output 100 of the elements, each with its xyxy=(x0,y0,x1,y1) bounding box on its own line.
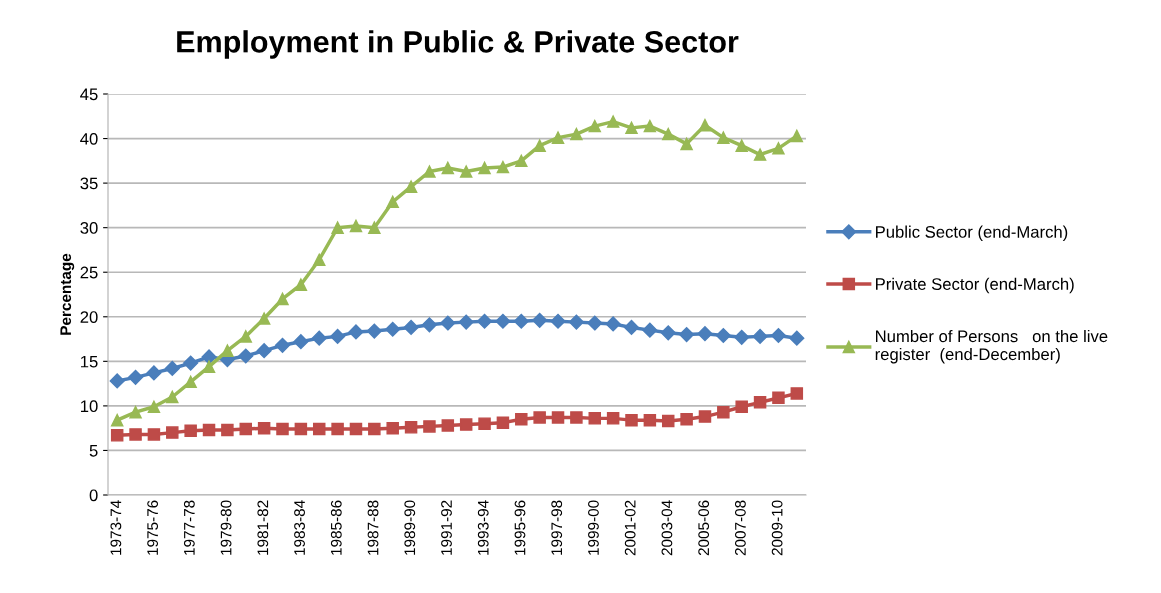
point xyxy=(680,137,693,151)
point xyxy=(147,400,161,414)
point xyxy=(184,424,197,438)
point xyxy=(368,422,381,436)
point xyxy=(238,348,254,364)
point xyxy=(772,142,785,155)
point xyxy=(239,330,253,343)
point xyxy=(423,165,436,178)
x-tick-label: 1975-76 xyxy=(147,500,159,555)
point xyxy=(515,154,528,168)
point xyxy=(202,360,216,373)
point xyxy=(625,413,638,427)
point xyxy=(348,324,364,340)
point xyxy=(349,422,363,436)
point xyxy=(404,180,418,193)
point xyxy=(588,119,602,133)
point xyxy=(459,418,473,431)
point xyxy=(496,416,510,430)
point xyxy=(679,327,695,343)
x-tick-label: 1989-90 xyxy=(404,500,416,555)
point xyxy=(698,118,712,132)
x-tick-label: 1999-00 xyxy=(588,500,599,555)
point xyxy=(441,161,455,175)
point xyxy=(403,319,419,336)
point xyxy=(385,321,401,337)
point xyxy=(587,315,603,331)
point xyxy=(146,365,162,381)
point xyxy=(166,426,179,439)
point xyxy=(294,422,308,436)
point xyxy=(331,422,344,436)
x-tick-label: 1995-96 xyxy=(514,500,526,555)
point xyxy=(421,317,438,333)
x-tick-label: 1981-82 xyxy=(257,500,269,555)
point xyxy=(110,413,124,427)
point xyxy=(715,327,731,344)
point xyxy=(735,139,748,152)
point xyxy=(606,412,620,425)
point xyxy=(110,429,124,442)
x-tick-label: 1977-78 xyxy=(183,500,195,555)
x-tick-label: 1991-92 xyxy=(441,500,452,555)
x-tick-label: 1983-84 xyxy=(294,500,305,555)
y-tick-label: 5 xyxy=(89,445,98,457)
point xyxy=(366,323,382,339)
point xyxy=(239,422,253,436)
point xyxy=(294,278,308,291)
x-tick-label: 1987-88 xyxy=(367,500,379,555)
point xyxy=(256,343,272,359)
point xyxy=(717,131,730,144)
point xyxy=(183,355,199,371)
legend-label: Public Sector (end-March) xyxy=(876,225,1068,242)
x-tick-label: 1993-94 xyxy=(477,500,489,555)
point xyxy=(164,360,180,377)
point xyxy=(680,413,693,426)
point xyxy=(660,325,676,341)
point xyxy=(331,221,344,234)
point xyxy=(257,312,271,325)
point xyxy=(476,313,493,329)
y-tick-label: 45 xyxy=(80,88,98,101)
point xyxy=(717,405,730,419)
point xyxy=(570,411,583,424)
point xyxy=(166,390,179,404)
point xyxy=(221,344,234,357)
point xyxy=(276,292,289,306)
point xyxy=(184,375,197,389)
point xyxy=(496,160,510,174)
point xyxy=(625,121,638,135)
chart-title: Employment in Public & Private Sector xyxy=(177,30,739,59)
point xyxy=(661,414,675,428)
point xyxy=(789,330,805,346)
point xyxy=(459,165,473,178)
point xyxy=(772,391,785,405)
y-tick-label: 35 xyxy=(80,177,98,190)
point xyxy=(606,115,620,128)
y-tick-label: 25 xyxy=(80,266,98,279)
point xyxy=(221,423,234,437)
point xyxy=(257,421,271,435)
x-tick-label: 1973-74 xyxy=(110,500,122,555)
point xyxy=(386,421,399,435)
point xyxy=(478,161,491,175)
point xyxy=(127,369,144,385)
point xyxy=(386,195,399,209)
point xyxy=(129,405,142,419)
point xyxy=(790,387,804,400)
y-tick-label: 40 xyxy=(80,132,98,145)
point xyxy=(129,428,142,441)
point xyxy=(515,413,528,426)
x-tick-label: 1979-80 xyxy=(220,500,232,555)
y-tick-label: 15 xyxy=(81,355,98,368)
point xyxy=(349,219,363,233)
point xyxy=(458,314,474,330)
y-tick-label: 20 xyxy=(80,311,98,323)
point xyxy=(513,313,529,329)
point xyxy=(109,373,125,389)
y-tick-label: 10 xyxy=(81,400,98,413)
y-axis-title: Percentage xyxy=(60,253,75,335)
point xyxy=(312,253,326,266)
point xyxy=(623,319,640,336)
x-tick-label: 2003-04 xyxy=(661,500,673,556)
x-tick-label: 2005-06 xyxy=(698,500,710,556)
y-tick-label: 30 xyxy=(80,222,98,234)
